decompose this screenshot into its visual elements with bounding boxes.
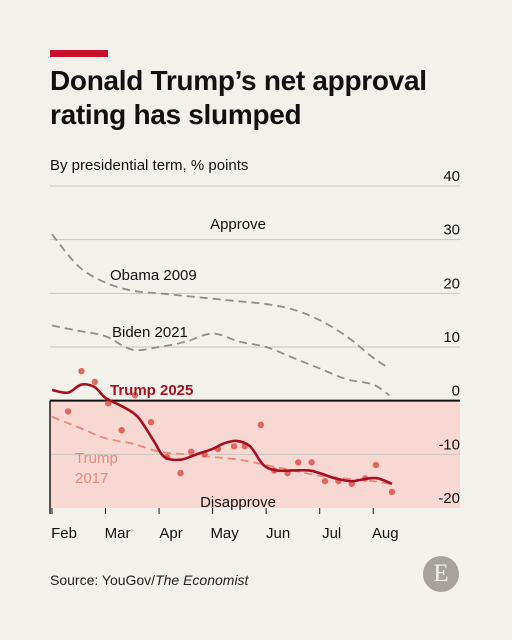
y-tick-label: 0	[452, 383, 460, 400]
series-label-trump-2017: Trump 2017	[75, 450, 118, 487]
label-approve: Approve	[210, 216, 266, 233]
x-tick-label: Feb	[51, 525, 77, 542]
y-tick-label: 40	[443, 170, 460, 185]
data-point	[372, 461, 380, 469]
data-point	[257, 421, 264, 429]
data-point	[308, 459, 315, 466]
series-label-trump-2017-part: Trump	[75, 450, 118, 467]
net-approval-chart: 40 30 20 10 0 -10 -20 Feb Mar Apr May Jun Jul Aug Ap…	[49, 170, 460, 542]
x-tick-label: Jul	[322, 525, 341, 542]
x-tick-label: Aug	[372, 525, 399, 542]
series-label-trump-2017-part: 2017	[75, 470, 108, 487]
series-label-trump-2025: Trump 2025	[110, 382, 193, 399]
data-point	[131, 392, 139, 399]
x-tick-label: Apr	[159, 525, 182, 542]
data-point	[64, 408, 72, 415]
y-tick-label: 30	[443, 222, 460, 239]
series-label-obama-2009: Obama 2009	[110, 267, 197, 284]
x-tick-label: Jun	[266, 525, 290, 542]
x-axis-ticks: Feb Mar Apr May Jun Jul Aug	[51, 508, 399, 542]
data-point	[78, 367, 85, 375]
chart-subtitle: By presidential term, % points	[50, 157, 249, 174]
data-point	[321, 477, 329, 485]
trump-2025-points	[64, 367, 396, 496]
data-point	[147, 418, 155, 426]
data-point	[230, 443, 238, 450]
y-tick-label: -20	[438, 490, 460, 507]
y-axis-ticks: 40 30 20 10 0 -10 -20	[438, 170, 460, 507]
data-point	[118, 426, 125, 434]
y-tick-label: 10	[443, 329, 460, 346]
data-point	[388, 488, 396, 496]
y-tick-label: 20	[443, 275, 460, 292]
series-line-trump-2025	[51, 382, 393, 486]
source-note: Source: YouGov/The Economist	[50, 572, 248, 588]
data-point	[91, 378, 99, 386]
x-tick-label: Mar	[105, 525, 131, 542]
x-tick-label: May	[210, 525, 239, 542]
page-title: Donald Trump’s net approval rating has s…	[50, 65, 427, 130]
data-point	[188, 448, 195, 455]
source-publication: The Economist	[155, 572, 249, 588]
y-tick-label: -10	[438, 436, 460, 453]
data-point	[295, 459, 302, 466]
series-label-biden-2021: Biden 2021	[112, 324, 188, 341]
accent-bar	[50, 50, 108, 57]
economist-logo: E	[423, 556, 459, 592]
source-prefix: Source: YouGov/	[50, 572, 156, 588]
series-line-biden-2021	[51, 324, 390, 397]
label-disapprove: Disapprove	[200, 494, 276, 511]
data-point	[177, 469, 184, 477]
series-line-obama-2009	[51, 233, 390, 370]
comparison-series	[51, 233, 390, 485]
series-line-trump-2017	[51, 415, 390, 485]
